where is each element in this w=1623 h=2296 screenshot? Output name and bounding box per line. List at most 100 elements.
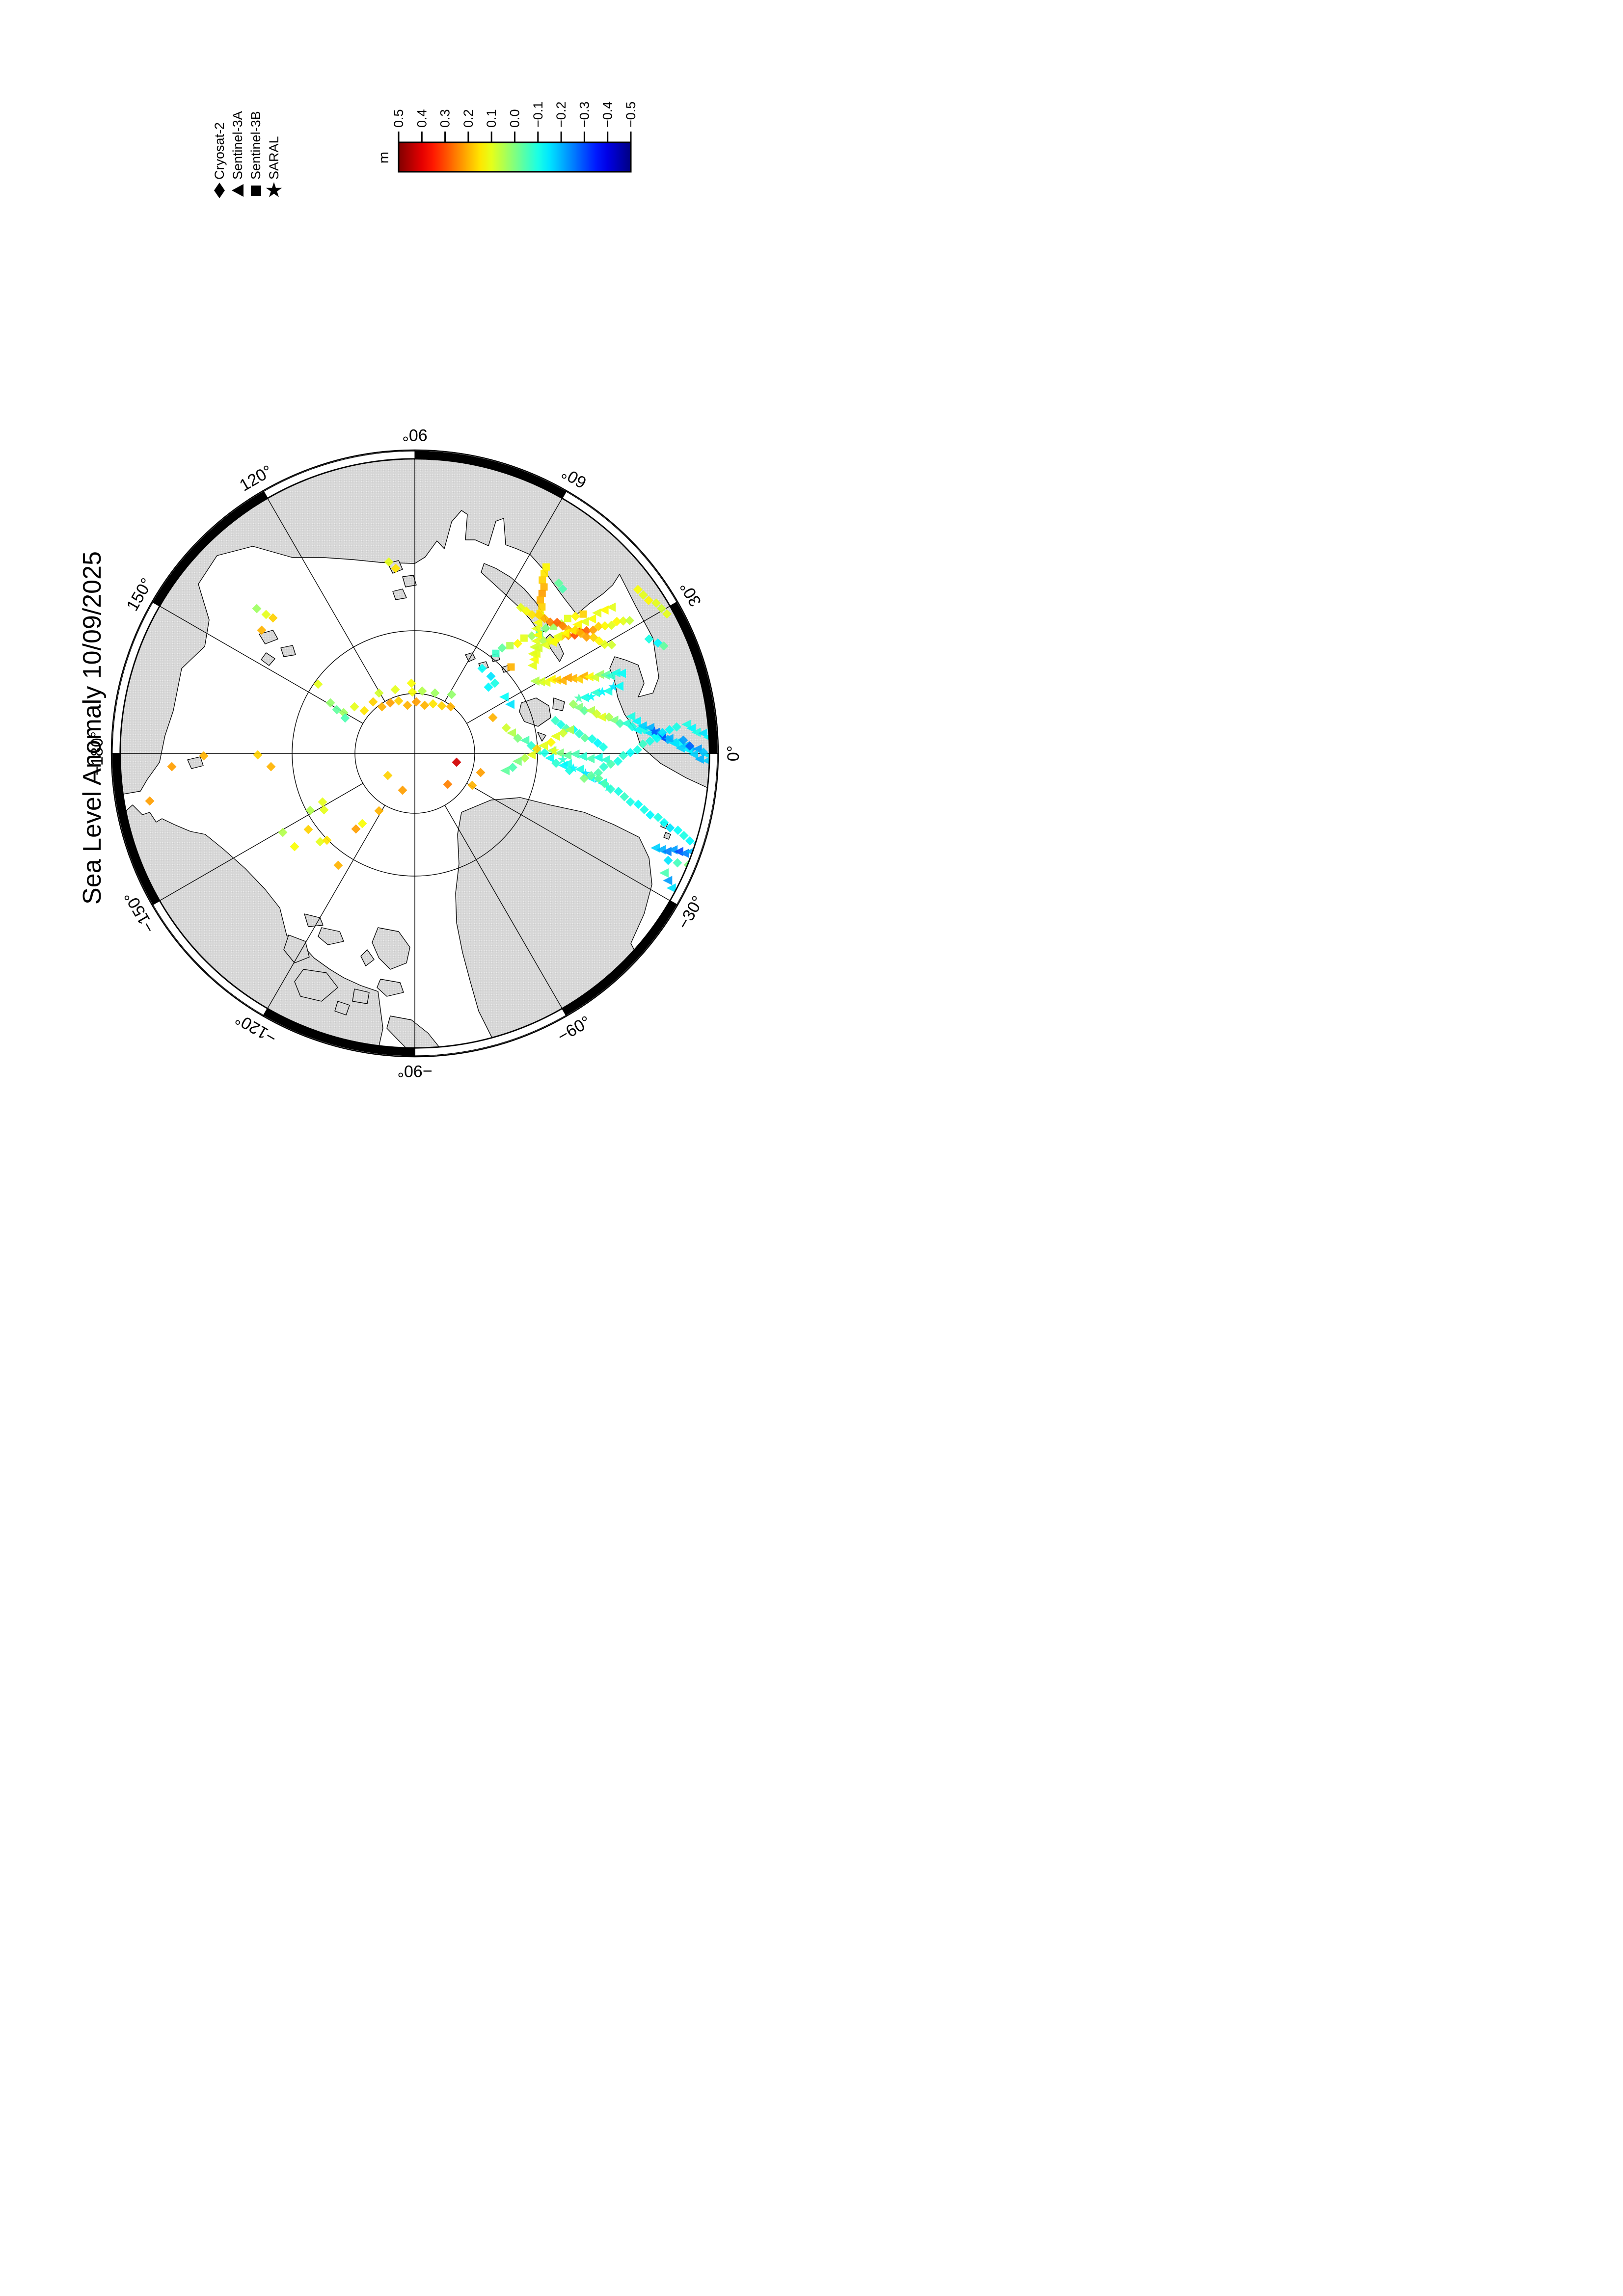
data-marker xyxy=(657,728,667,738)
data-marker xyxy=(539,576,546,584)
data-marker xyxy=(692,744,702,754)
data-marker xyxy=(679,849,689,858)
data-marker xyxy=(598,742,608,752)
data-marker xyxy=(359,706,369,716)
data-marker xyxy=(199,751,209,761)
data-marker xyxy=(579,706,589,716)
data-marker xyxy=(592,608,602,618)
land-franz-josef xyxy=(465,652,510,673)
data-marker xyxy=(266,762,276,772)
data-marker xyxy=(540,583,548,591)
land-axel-heiberg xyxy=(360,949,375,966)
data-marker xyxy=(638,739,648,749)
polar-map: 90°60°30°0°−30°−60°−90°−120°−150°−180°15… xyxy=(88,426,743,1080)
data-marker xyxy=(614,786,623,796)
meridian-line xyxy=(444,498,563,702)
data-marker xyxy=(614,681,623,691)
data-marker xyxy=(608,682,619,692)
colorbar-tick-label: −0.5 xyxy=(623,102,638,128)
data-marker xyxy=(467,780,477,790)
data-marker xyxy=(488,713,498,722)
data-marker xyxy=(593,752,603,762)
data-marker xyxy=(572,620,582,630)
data-marker xyxy=(626,712,636,721)
meridian-degree-label: 90° xyxy=(402,426,427,444)
land-prince-of-wales xyxy=(334,1001,350,1015)
data-marker xyxy=(290,842,299,852)
legend-label-sentinel3b: Sentinel-3B xyxy=(248,111,263,180)
data-marker xyxy=(565,725,574,735)
data-marker xyxy=(261,610,271,619)
data-marker xyxy=(428,699,438,709)
data-marker xyxy=(437,701,447,711)
data-marker xyxy=(558,728,568,738)
data-marker xyxy=(325,698,335,708)
data-marker xyxy=(659,868,669,878)
data-marker xyxy=(638,590,648,600)
data-marker xyxy=(599,605,609,615)
data-marker xyxy=(420,700,430,710)
colorbar: m 0.5 0.4 0.3 0.2 0.1 0.0 −0.1 −0.2 −0.3 −0.4 −0.5 xyxy=(376,102,638,173)
colorbar-tick-label: −0.1 xyxy=(531,102,545,128)
land-new-siberian-islands xyxy=(259,630,296,666)
data-marker xyxy=(600,621,610,631)
data-marker xyxy=(552,675,561,685)
data-marker xyxy=(595,669,604,679)
data-marker xyxy=(539,741,548,750)
colorbar-tick-label: −0.3 xyxy=(577,102,592,128)
data-marker xyxy=(443,779,453,789)
data-marker xyxy=(620,792,629,801)
data-marker xyxy=(542,563,550,571)
data-marker xyxy=(632,725,642,735)
meridian-line xyxy=(267,498,385,702)
data-marker xyxy=(527,610,537,619)
data-marker xyxy=(546,738,556,748)
data-marker xyxy=(625,797,635,807)
data-marker xyxy=(691,727,701,737)
data-marker xyxy=(549,746,559,755)
frame-meridian-tick xyxy=(151,900,161,906)
data-marker xyxy=(679,830,689,840)
legend-label-sentinel3a: Sentinel-3A xyxy=(230,111,245,180)
data-marker xyxy=(612,616,622,626)
data-marker xyxy=(394,696,404,706)
figure-page: Sea Level Anomaly 10/09/2025 Cryosat-2 S… xyxy=(0,0,812,1148)
data-marker xyxy=(579,610,587,618)
data-marker xyxy=(625,748,635,757)
colorbar-tick-label: −0.4 xyxy=(600,102,615,128)
data-marker xyxy=(508,763,517,773)
data-marker xyxy=(553,631,563,641)
data-marker xyxy=(447,690,457,699)
data-marker xyxy=(167,762,177,772)
data-marker xyxy=(678,735,688,745)
data-marker xyxy=(486,671,496,681)
data-marker xyxy=(663,855,673,865)
data-marker xyxy=(653,812,663,822)
data-marker xyxy=(574,693,584,703)
land-svalbard xyxy=(519,697,551,727)
data-marker xyxy=(644,634,654,644)
data-marker xyxy=(558,754,568,764)
colorbar-tick-label: −0.2 xyxy=(554,102,568,128)
data-marker xyxy=(340,713,350,723)
land-wrangel xyxy=(187,756,204,769)
data-marker xyxy=(578,671,588,681)
data-marker xyxy=(520,634,528,642)
frame-meridian-tick xyxy=(262,490,269,500)
data-marker xyxy=(512,756,522,766)
data-marker xyxy=(619,616,628,626)
data-marker xyxy=(520,753,530,763)
data-marker xyxy=(507,728,516,738)
data-marker xyxy=(577,751,587,761)
data-marker xyxy=(686,723,696,733)
data-marker xyxy=(383,771,393,780)
data-marker xyxy=(562,750,572,760)
data-marker xyxy=(533,643,543,653)
data-marker xyxy=(497,643,507,653)
data-marker xyxy=(528,649,538,659)
data-marker xyxy=(632,745,642,755)
data-marker xyxy=(527,631,537,641)
data-marker xyxy=(662,847,672,856)
data-marker xyxy=(625,615,635,625)
frame-meridian-tick xyxy=(561,490,568,500)
